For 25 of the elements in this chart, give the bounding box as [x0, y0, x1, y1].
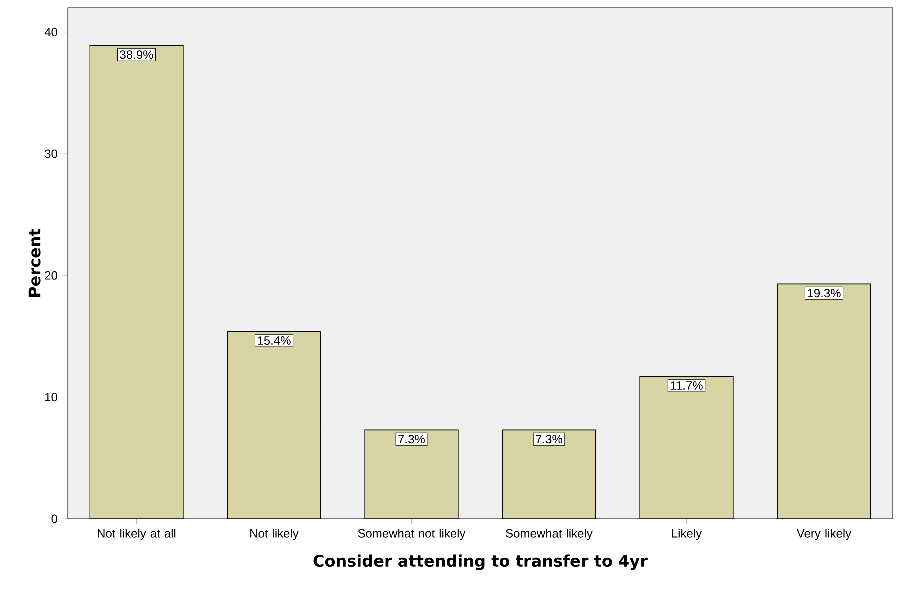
bar	[640, 376, 734, 519]
bar	[90, 45, 184, 519]
x-tick-label: Very likely	[796, 529, 852, 540]
y-tick-label: 30	[45, 150, 58, 158]
data-label: 11.7%	[671, 382, 703, 390]
data-label: 7.3%	[536, 435, 562, 444]
bar	[502, 430, 596, 519]
data-label: 38.9%	[120, 50, 154, 60]
bar	[228, 332, 321, 519]
x-axis-title: Consider attending to transfer to 4yr	[314, 554, 648, 570]
y-tick-label: 40	[44, 28, 58, 37]
y-tick-label: 0	[52, 514, 58, 524]
x-tick-label: Not likely at all	[98, 529, 176, 540]
y-axis-title: Percent	[28, 228, 41, 297]
x-tick-label: Somewhat not likely	[358, 529, 466, 540]
y-tick-label: 10	[46, 393, 58, 402]
data-label: 19.3%	[808, 289, 841, 298]
x-tick-label: Not likely	[250, 529, 299, 540]
data-label: 15.4%	[258, 336, 291, 346]
data-label: 7.3%	[398, 435, 426, 444]
bar	[777, 284, 872, 519]
x-tick-label: Somewhat likely	[506, 529, 593, 540]
bar	[364, 430, 459, 519]
y-tick-label: 20	[45, 271, 58, 280]
x-tick-label: Likely	[672, 529, 702, 540]
